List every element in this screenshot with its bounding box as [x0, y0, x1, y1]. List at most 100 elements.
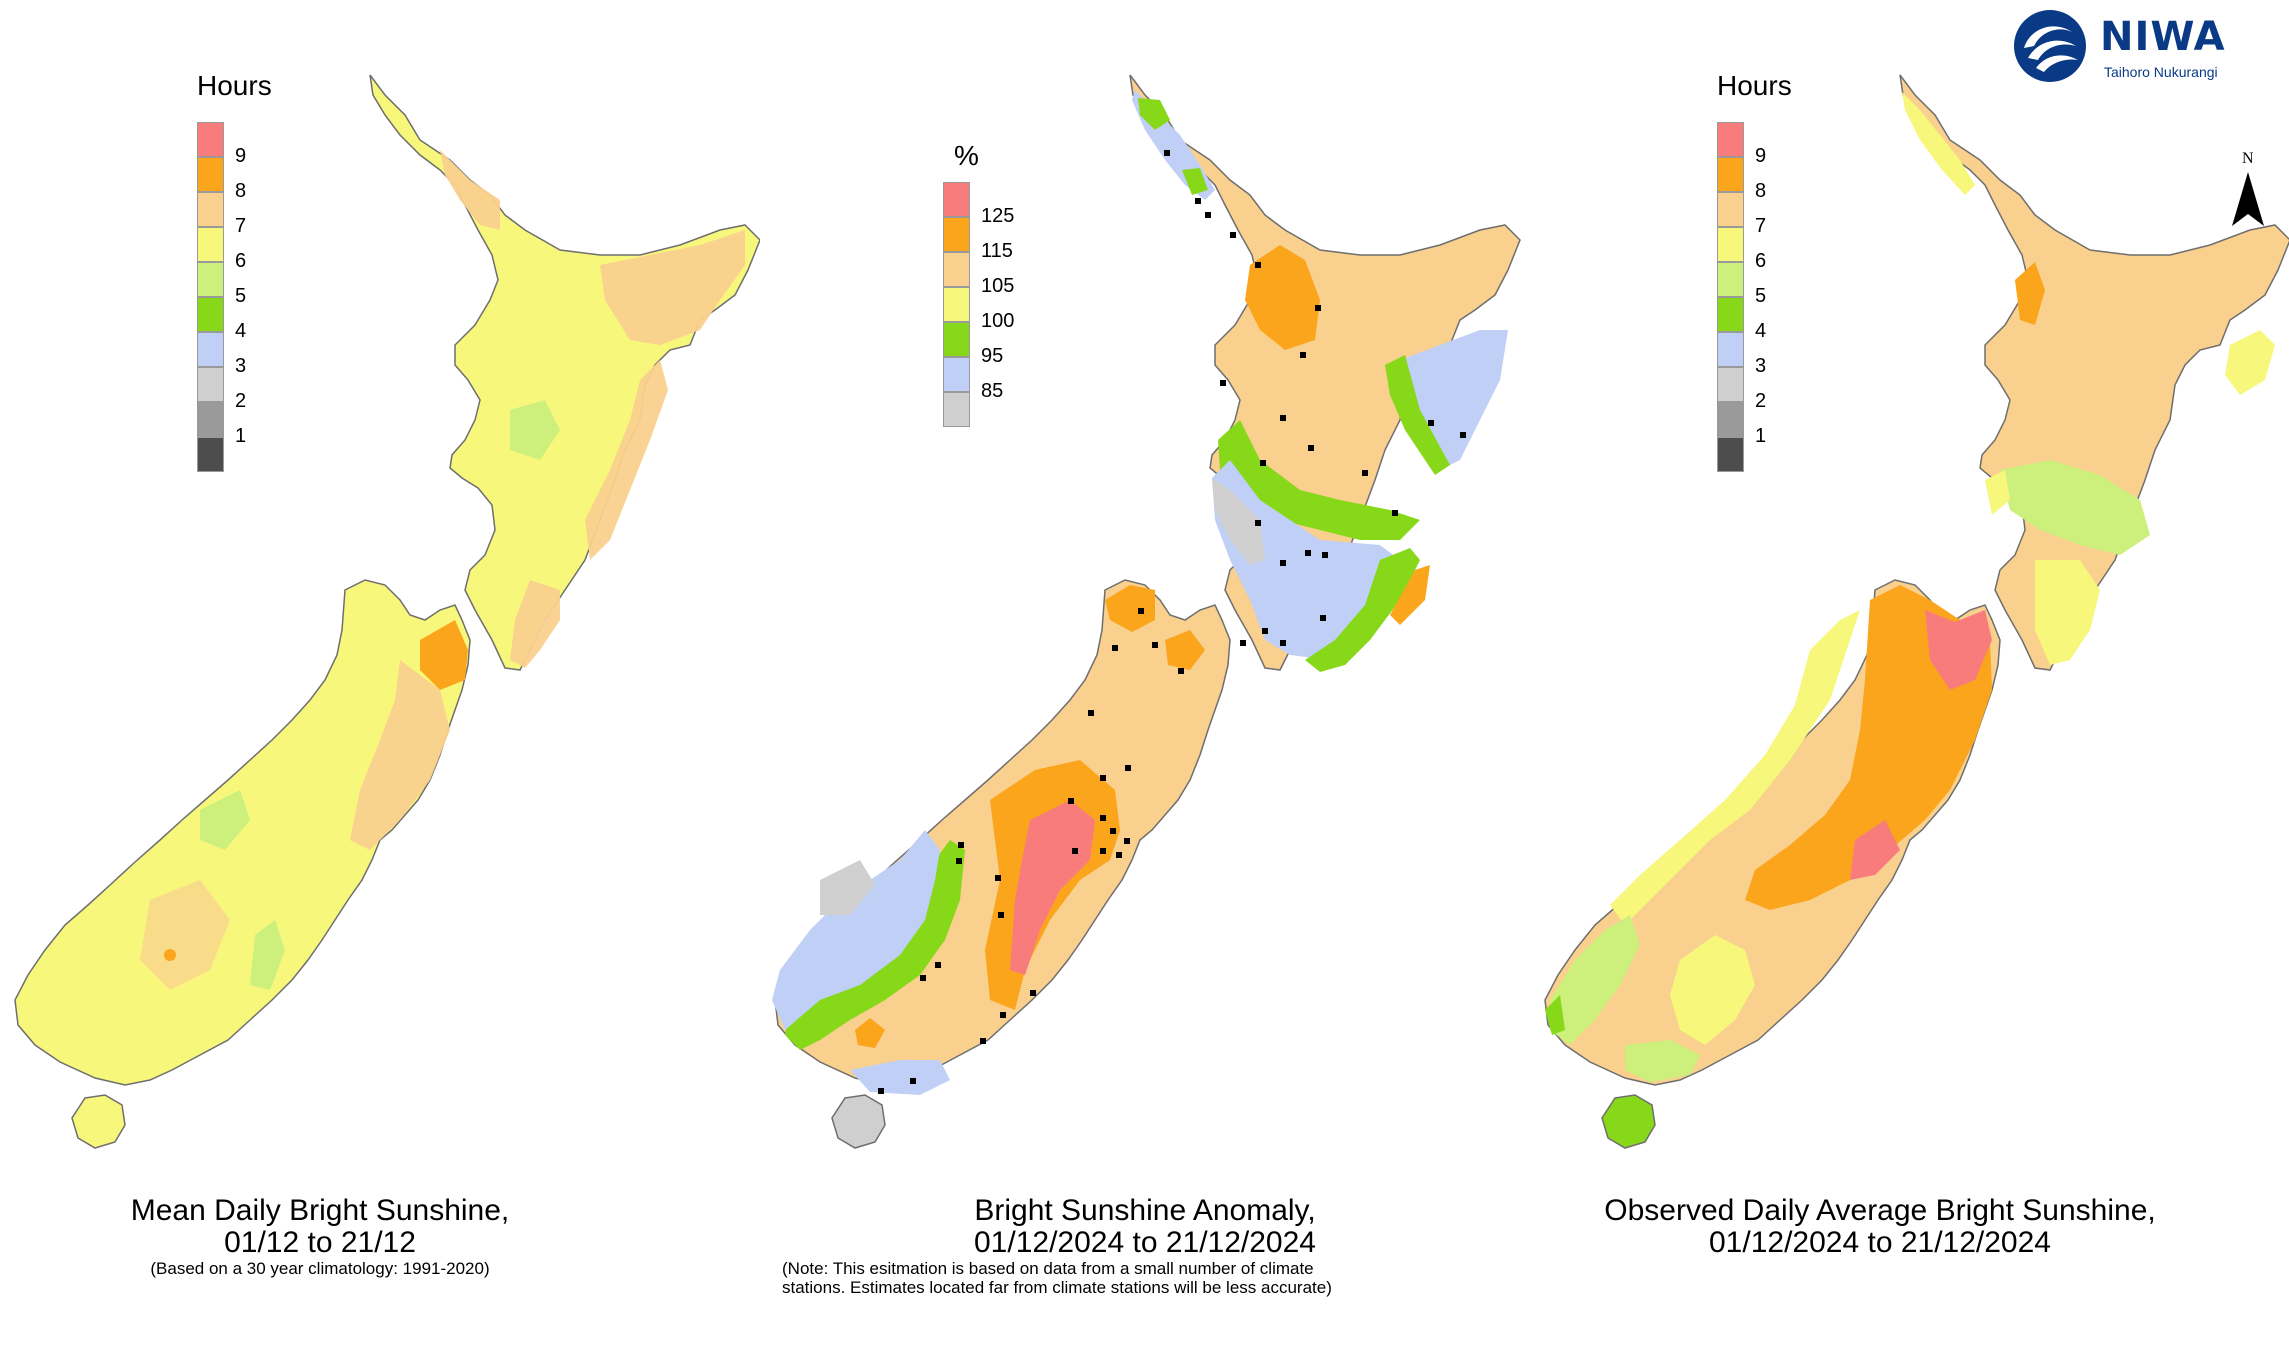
- legend-tick-label: 9: [1755, 145, 1767, 167]
- observed-zone-otago-yellow: [1670, 935, 1755, 1045]
- legend-tick-label: 7: [235, 215, 247, 237]
- legend-tick-label: 105: [981, 275, 1015, 297]
- legend-swatch: [1717, 122, 1744, 157]
- station-marker: [980, 1038, 986, 1044]
- observed-map: [1544, 74, 2289, 1149]
- anomaly-zone-golden-bay-orange: [1165, 630, 1205, 670]
- legend-tick-label: 3: [1755, 355, 1767, 377]
- station-marker: [1030, 990, 1036, 996]
- station-marker: [878, 1088, 884, 1094]
- station-marker: [1072, 848, 1078, 854]
- station-marker: [1116, 852, 1122, 858]
- niwa-logo: NIWA Taihoro Nukurangi: [2010, 6, 2280, 86]
- legend-swatch: [197, 367, 224, 402]
- legend-tick-label: 100: [981, 310, 1015, 332]
- observed-caption-title-1: Observed Daily Average Bright Sunshine,: [1604, 1194, 2156, 1227]
- mean-zone-catlins: [250, 920, 285, 990]
- anomaly-caption: Bright Sunshine Anomaly, 01/12/2024 to 2…: [760, 1195, 1530, 1298]
- niwa-logo-mark-icon: [2014, 10, 2086, 82]
- station-marker: [956, 858, 962, 864]
- anomaly-zone-coromandel: [1245, 245, 1320, 350]
- anomaly-panel: % 125 115 105 100 95 85: [760, 0, 1530, 1350]
- mean-stewart-island: [71, 1094, 126, 1149]
- mean-zone-central-otago: [140, 880, 230, 990]
- mean-zone-northland-east: [440, 150, 500, 230]
- mean-zone-fiordland: [200, 790, 250, 850]
- anomaly-stewart-island: [831, 1094, 886, 1149]
- station-marker: [1220, 380, 1226, 386]
- anomaly-zone-wairarapa-green: [1305, 548, 1420, 672]
- mean-north-island: [369, 74, 760, 671]
- anomaly-zone-taranaki-grey: [1212, 478, 1265, 565]
- mean-caption-title-2: 01/12 to 21/12: [224, 1226, 416, 1259]
- observed-panel: Hours 9 8 7 6 5 4 3 2 1 Observed Daily Average B…: [1530, 0, 2289, 1350]
- legend-swatch: [1717, 332, 1744, 367]
- anomaly-zone-northland-green-2: [1182, 168, 1208, 195]
- legend-swatch: [943, 322, 970, 357]
- anomaly-zone-southwest-green: [785, 840, 965, 1050]
- legend-swatch: [1717, 402, 1744, 437]
- mean-zone-marlborough: [420, 620, 468, 690]
- observed-zone-marlborough-red: [1925, 610, 1992, 690]
- station-marker: [1362, 470, 1368, 476]
- observed-zone-central-green: [2000, 460, 2150, 555]
- mean-caption-sub: (Based on a 30 year climatology: 1991-20…: [150, 1259, 490, 1278]
- observed-zone-canterbury-orange: [1745, 585, 1992, 910]
- legend-tick-label: 8: [235, 180, 247, 202]
- legend-swatch: [1717, 437, 1744, 472]
- anomaly-zone-fiordland-grey: [820, 860, 875, 915]
- legend-swatch: [197, 192, 224, 227]
- north-label: N: [2242, 150, 2254, 167]
- legend-tick-label: 1: [235, 425, 247, 447]
- station-marker: [910, 1078, 916, 1084]
- station-marker: [1305, 550, 1311, 556]
- anomaly-zone-southland-blue: [850, 1060, 950, 1095]
- observed-zone-southland-green: [1625, 1040, 1700, 1082]
- observed-zone-taranaki-yellow: [1985, 470, 2010, 515]
- station-marker: [1280, 415, 1286, 421]
- legend-tick-label: 115: [981, 240, 1013, 262]
- anomaly-caption-note-2: stations. Estimates located far from cli…: [782, 1278, 1332, 1297]
- north-arrow: N: [2228, 150, 2268, 230]
- observed-stewart-island: [1601, 1094, 1656, 1149]
- station-marker: [1068, 798, 1074, 804]
- station-marker: [1320, 615, 1326, 621]
- legend-tick-label: 95: [981, 345, 1004, 367]
- mean-caption: Mean Daily Bright Sunshine, 01/12 to 21/…: [0, 1194, 640, 1279]
- station-marker: [1112, 645, 1118, 651]
- station-marker: [1262, 628, 1268, 634]
- anomaly-zone-southwest-blue: [772, 830, 940, 1030]
- legend-swatch: [1717, 227, 1744, 262]
- mean-caption-title-1: Mean Daily Bright Sunshine,: [130, 1194, 510, 1227]
- anomaly-zone-central-blue: [1212, 460, 1400, 660]
- station-marker: [1260, 460, 1266, 466]
- station-marker: [1460, 432, 1466, 438]
- observed-zone-fiordland-green: [1550, 915, 1640, 1045]
- mean-panel: Hours 9 8 7 6 5 4 3 2 1 Mean Daily Bright Sunshi…: [0, 0, 760, 1350]
- observed-caption-title-2: 01/12/2024 to 21/12/2024: [1709, 1226, 2051, 1259]
- observed-zone-west-coast-yellow: [1610, 610, 1860, 925]
- legend-swatch: [943, 287, 970, 322]
- station-marker: [1230, 232, 1236, 238]
- station-marker: [1240, 640, 1246, 646]
- legend-tick-label: 4: [235, 320, 247, 342]
- station-marker: [1100, 775, 1106, 781]
- mean-map: [14, 74, 760, 1149]
- station-marker: [1164, 150, 1170, 156]
- station-marker: [935, 962, 941, 968]
- anomaly-caption-note-1: (Note: This esitmation is based on data …: [782, 1259, 1314, 1278]
- mean-zone-hawkes-bay: [585, 360, 668, 560]
- legend-tick-label: 125: [981, 205, 1015, 227]
- station-marker: [1280, 560, 1286, 566]
- mean-south-island: [14, 579, 471, 1086]
- legend-swatch: [197, 157, 224, 192]
- station-marker: [1195, 198, 1201, 204]
- legend-swatch: [943, 392, 970, 427]
- anomaly-zone-canterbury-red: [1010, 800, 1095, 975]
- legend-tick-label: 8: [1755, 180, 1767, 202]
- station-marker: [1178, 668, 1184, 674]
- station-marker: [1392, 510, 1398, 516]
- station-marker: [958, 842, 964, 848]
- legend-swatch: [197, 332, 224, 367]
- mean-legend-title: Hours: [197, 70, 272, 101]
